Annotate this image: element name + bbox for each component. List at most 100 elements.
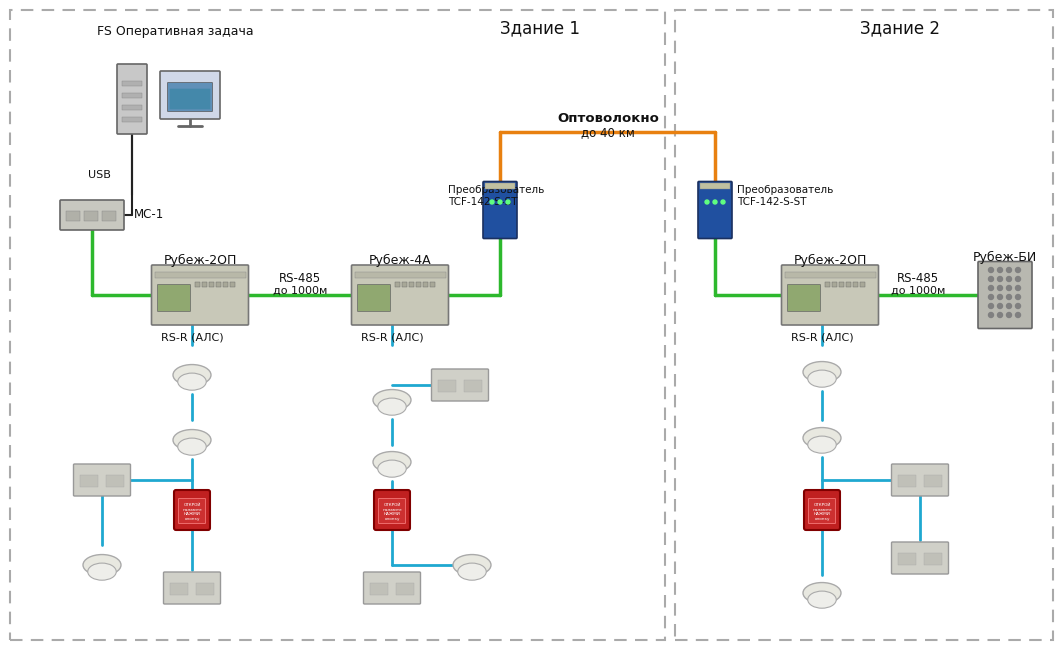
Text: RS-485: RS-485 [279, 272, 321, 285]
Bar [438, 380, 456, 392]
Ellipse shape [803, 582, 841, 603]
Ellipse shape [803, 361, 841, 382]
Text: RS-485: RS-485 [897, 272, 939, 285]
Bar [423, 282, 428, 287]
Ellipse shape [808, 370, 837, 387]
Text: МС-1: МС-1 [134, 209, 165, 222]
Circle shape [1015, 268, 1020, 272]
FancyBboxPatch shape [157, 285, 190, 311]
Circle shape [705, 200, 709, 204]
Text: Оптоволокно: Оптоволокно [557, 112, 659, 125]
Bar [701, 183, 730, 188]
Text: ОТКРОЙ
нажмите
НАЖМИ
кнопку: ОТКРОЙ нажмите НАЖМИ кнопку [182, 503, 202, 521]
Bar [122, 81, 142, 86]
Bar [106, 475, 124, 487]
FancyBboxPatch shape [781, 265, 878, 325]
Circle shape [1015, 313, 1020, 317]
Ellipse shape [377, 460, 406, 477]
Bar [80, 475, 98, 487]
FancyBboxPatch shape [483, 181, 517, 239]
Bar [431, 282, 435, 287]
FancyBboxPatch shape [357, 285, 390, 311]
FancyBboxPatch shape [432, 369, 489, 401]
Bar [395, 282, 400, 287]
Bar [122, 93, 142, 98]
Bar [102, 211, 116, 221]
Circle shape [506, 200, 510, 204]
Bar [416, 282, 421, 287]
Circle shape [997, 268, 1002, 272]
Bar [924, 553, 942, 565]
Bar [10, 10, 665, 640]
Text: Рубеж-2ОП: Рубеж-2ОП [164, 254, 237, 266]
Bar [846, 282, 851, 287]
Ellipse shape [373, 452, 411, 473]
Circle shape [997, 294, 1002, 300]
Bar [122, 105, 142, 110]
Ellipse shape [88, 563, 116, 580]
Bar [924, 475, 942, 487]
Circle shape [1007, 313, 1012, 317]
FancyBboxPatch shape [117, 64, 147, 134]
Circle shape [1007, 276, 1012, 281]
FancyBboxPatch shape [174, 490, 210, 530]
FancyBboxPatch shape [179, 499, 205, 523]
Bar [825, 282, 830, 287]
Bar [853, 282, 858, 287]
FancyBboxPatch shape [152, 265, 249, 325]
FancyBboxPatch shape [788, 285, 821, 311]
Circle shape [989, 268, 994, 272]
FancyBboxPatch shape [804, 490, 840, 530]
Circle shape [997, 313, 1002, 317]
Bar [370, 583, 388, 595]
Ellipse shape [808, 591, 837, 608]
Bar [196, 583, 214, 595]
Bar [396, 583, 414, 595]
Text: Здание 1: Здание 1 [500, 19, 580, 37]
Bar [354, 272, 445, 278]
FancyBboxPatch shape [164, 572, 220, 604]
Circle shape [721, 200, 725, 204]
Circle shape [1015, 276, 1020, 281]
Ellipse shape [458, 563, 486, 580]
Circle shape [989, 304, 994, 309]
Bar [465, 380, 482, 392]
Ellipse shape [83, 554, 121, 575]
Text: до 1000м: до 1000м [891, 286, 945, 296]
Ellipse shape [453, 554, 491, 575]
Bar [409, 282, 414, 287]
FancyBboxPatch shape [892, 542, 948, 574]
Ellipse shape [173, 365, 210, 385]
Text: ОТКРОЙ
нажмите
НАЖМИ
кнопку: ОТКРОЙ нажмите НАЖМИ кнопку [812, 503, 832, 521]
Circle shape [1015, 294, 1020, 300]
FancyBboxPatch shape [698, 181, 732, 239]
Text: Преобразователь
TCF-142-S-ST: Преобразователь TCF-142-S-ST [737, 185, 833, 207]
Text: RS-R (АЛС): RS-R (АЛС) [360, 333, 423, 343]
FancyBboxPatch shape [170, 88, 210, 109]
Circle shape [1015, 285, 1020, 291]
Text: ОТКРОЙ
нажмите
НАЖМИ
кнопку: ОТКРОЙ нажмите НАЖМИ кнопку [383, 503, 402, 521]
Text: Рубеж-2ОП: Рубеж-2ОП [793, 254, 866, 266]
FancyBboxPatch shape [73, 464, 131, 496]
Text: Рубеж-4А: Рубеж-4А [369, 254, 432, 266]
Bar [230, 282, 235, 287]
Bar [485, 183, 514, 188]
Text: RS-R (АЛС): RS-R (АЛС) [791, 333, 854, 343]
FancyBboxPatch shape [892, 464, 948, 496]
Bar [66, 211, 80, 221]
Circle shape [989, 294, 994, 300]
Bar [202, 282, 207, 287]
Circle shape [997, 276, 1002, 281]
FancyBboxPatch shape [374, 490, 410, 530]
Circle shape [997, 304, 1002, 309]
Circle shape [989, 276, 994, 281]
FancyBboxPatch shape [378, 499, 405, 523]
Bar [898, 553, 916, 565]
Circle shape [713, 200, 718, 204]
Bar [402, 282, 407, 287]
Bar [195, 282, 200, 287]
Bar [898, 475, 916, 487]
Circle shape [1015, 304, 1020, 309]
Text: Рубеж-БИ: Рубеж-БИ [973, 250, 1037, 263]
Bar [209, 282, 214, 287]
